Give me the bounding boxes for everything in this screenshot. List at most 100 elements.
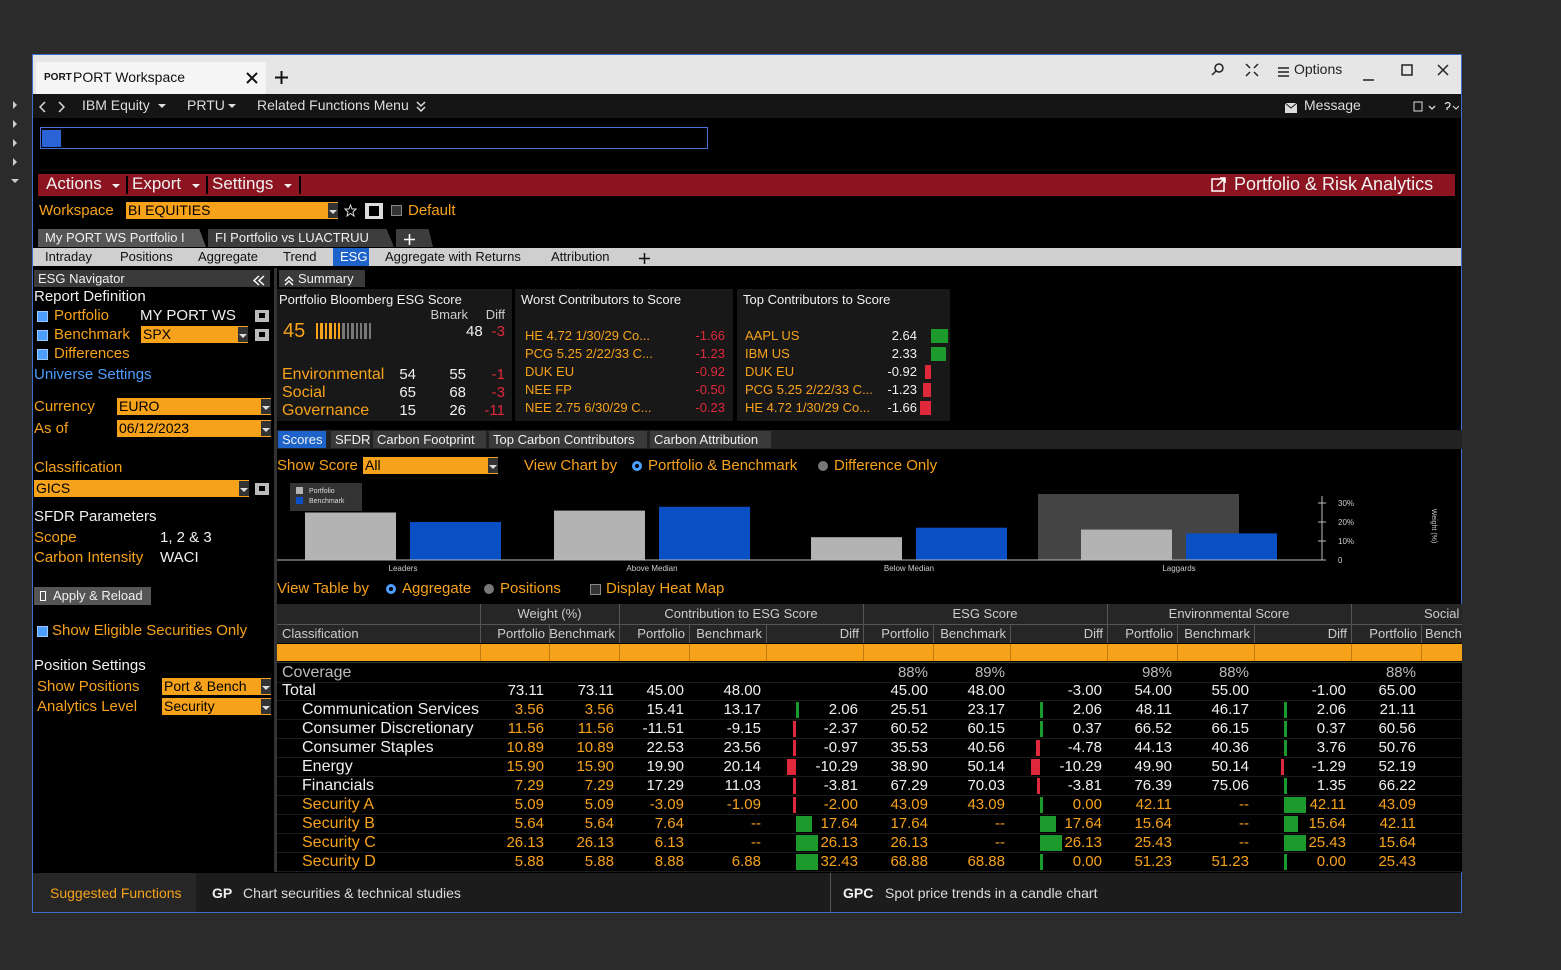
currency-field[interactable] — [117, 398, 271, 415]
cell: 17.64 — [890, 814, 928, 832]
contributor-value: -1.23 — [695, 345, 725, 361]
group-header: Environmental Score — [1168, 605, 1290, 621]
function-code[interactable]: GPC — [843, 885, 874, 902]
radio[interactable] — [818, 461, 828, 471]
checkbox[interactable] — [37, 311, 48, 322]
label: Differences — [54, 344, 130, 362]
option[interactable]: Positions — [500, 579, 561, 597]
radio[interactable] — [386, 584, 396, 594]
function-desc[interactable]: Spot price trends in a candle chart — [885, 885, 1098, 902]
view-tab[interactable]: Aggregate — [198, 248, 258, 264]
column-header: Portfolio — [637, 625, 685, 641]
col-sep — [1254, 624, 1255, 643]
contributor-value: -1.66 — [887, 399, 917, 415]
cell: 45.00 — [646, 681, 684, 699]
col-sep — [480, 624, 481, 643]
message[interactable]: Message — [1304, 97, 1361, 114]
portfolio-tab[interactable] — [208, 229, 394, 247]
cell: 5.88 — [514, 852, 544, 870]
value: MY PORT WS — [140, 306, 236, 324]
lookup-inner — [259, 313, 265, 318]
default-check[interactable] — [391, 205, 402, 216]
analytics-field[interactable] — [162, 698, 271, 715]
toolbar — [33, 94, 1461, 118]
sub-tab[interactable] — [650, 431, 771, 448]
function-code[interactable]: GP — [212, 885, 233, 902]
view-tab[interactable]: Trend — [283, 248, 317, 264]
cell: 2.06 — [1072, 700, 1102, 718]
benchmark-field[interactable] — [141, 326, 248, 343]
option[interactable]: Portfolio & Benchmark — [648, 456, 798, 474]
sub-tab-label: Scores — [282, 431, 323, 447]
view-tab[interactable]: ESG — [340, 248, 368, 264]
gauge-segment — [355, 323, 358, 339]
diff-bar — [786, 759, 796, 775]
score-field[interactable] — [363, 457, 498, 474]
gauge-segment — [320, 323, 323, 339]
date-field[interactable] — [117, 420, 271, 437]
label: Currency — [34, 397, 95, 415]
apply-button[interactable] — [34, 587, 151, 605]
search — [1210, 62, 1226, 78]
view-tab[interactable]: Positions — [120, 248, 173, 264]
command-input[interactable] — [40, 127, 708, 149]
radio[interactable] — [632, 461, 642, 471]
cell: 10.89 — [576, 738, 614, 756]
cell: -- — [995, 814, 1005, 832]
cell: -- — [1239, 795, 1249, 813]
cell: 50.76 — [1378, 738, 1416, 756]
related-menu[interactable]: Related Functions Menu — [257, 97, 409, 114]
tab[interactable] — [36, 62, 266, 94]
group-header: Contribution to ESG Score — [664, 605, 818, 621]
pillar-name: Environmental — [282, 366, 385, 384]
col-sep — [863, 644, 864, 661]
workspace-field[interactable] — [126, 202, 338, 219]
gauge-segment — [364, 323, 367, 339]
view-tab[interactable]: Intraday — [45, 248, 92, 264]
portfolio-tab[interactable] — [38, 229, 206, 247]
column-header: Diff — [839, 625, 859, 641]
cell: -11.51 — [642, 719, 684, 737]
menu-item[interactable]: Actions — [46, 174, 102, 194]
cell: -- — [995, 833, 1005, 851]
security[interactable]: IBM Equity — [82, 97, 150, 114]
option[interactable]: Difference Only — [834, 456, 938, 474]
sub-tab[interactable] — [331, 431, 370, 448]
checkbox[interactable] — [37, 626, 48, 637]
cell: 68.88 — [890, 852, 928, 870]
diff-bar — [1040, 721, 1043, 737]
view-tab[interactable]: Attribution — [551, 248, 610, 264]
heat-check[interactable] — [590, 584, 601, 595]
cell: 26.13 — [576, 833, 614, 851]
positions-field[interactable] — [162, 678, 271, 695]
sub-tab[interactable] — [489, 431, 647, 448]
dropdown-arrow — [13, 139, 17, 147]
cell: 60.52 — [890, 719, 928, 737]
link[interactable]: Universe Settings — [34, 365, 152, 383]
sub-tab[interactable] — [373, 431, 486, 448]
view-tab-add — [639, 251, 650, 264]
section-title: Report Definition — [34, 287, 146, 305]
view-tab[interactable]: Aggregate with Returns — [385, 248, 521, 264]
add-tab[interactable] — [396, 229, 433, 247]
group-sep — [619, 604, 620, 643]
y-tick-label: 0 — [1338, 556, 1343, 565]
menu-item[interactable]: Export — [132, 174, 182, 194]
sub-tab[interactable] — [278, 431, 326, 448]
menu-item[interactable]: Settings — [212, 174, 274, 194]
diff-score: -3 — [491, 322, 505, 340]
close-tab — [246, 71, 258, 84]
summary-tab-label[interactable]: Summary — [298, 270, 354, 286]
radio[interactable] — [484, 584, 494, 594]
cell: 5.64 — [584, 814, 614, 832]
diff-bar — [1284, 816, 1299, 832]
checkbox[interactable] — [37, 330, 48, 341]
option[interactable]: Aggregate — [402, 579, 472, 597]
options[interactable]: Options — [1294, 61, 1343, 78]
function[interactable]: PRTU — [187, 97, 225, 114]
column-header: Classification — [282, 625, 359, 641]
checkbox[interactable] — [37, 349, 48, 360]
classification-field[interactable] — [34, 480, 249, 497]
function-desc[interactable]: Chart securities & technical studies — [243, 885, 461, 902]
pillar-value: 15 — [399, 401, 416, 419]
